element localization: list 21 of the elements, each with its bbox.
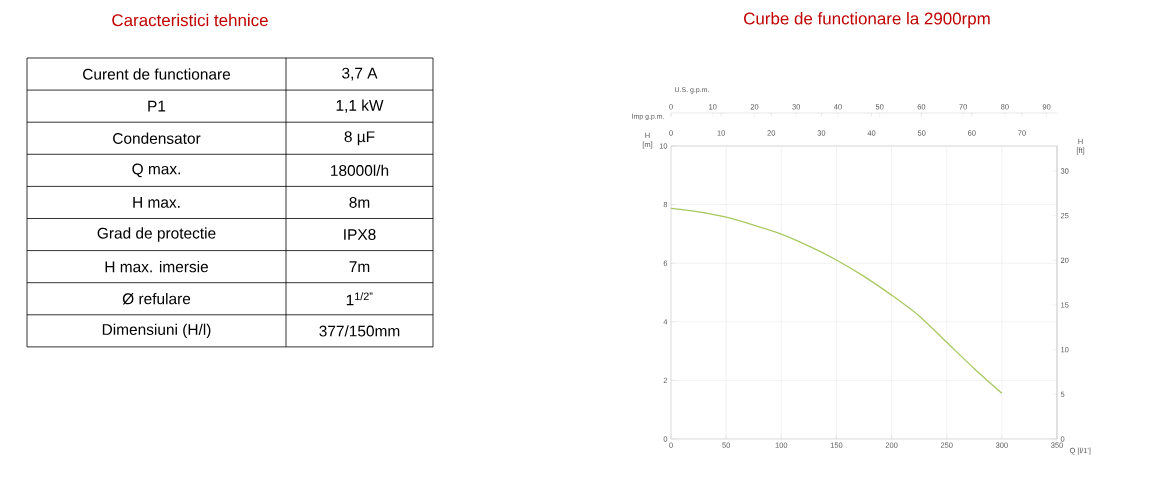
text: IPX8 — [344, 229, 376, 241]
text: 1$^{1/2”}$ — [346, 292, 373, 306]
text: Curent de functionare — [83, 68, 231, 80]
text: 8 µF — [344, 131, 375, 146]
text: Caracteristici tehnice — [112, 13, 268, 27]
text: Q max. — [132, 163, 180, 178]
text: Grad de protectie — [97, 227, 216, 242]
text: 7m — [349, 261, 370, 272]
text: Dimensiuni (H/l) — [102, 323, 211, 339]
text: 1,1 kW — [336, 99, 384, 113]
text: 3,7 A — [342, 67, 378, 81]
text: 8m — [349, 196, 370, 208]
text: H max. imersie — [105, 260, 209, 273]
text: Condensator — [113, 132, 201, 144]
line-series — [671, 207, 1003, 394]
text: 377/150mm — [319, 325, 400, 337]
text: 18000l/h — [331, 164, 389, 177]
text: P1 — [148, 100, 166, 112]
chart-title: Curbe de functionare la 2900rpm — [744, 12, 990, 28]
text: H max. — [133, 197, 180, 208]
text: Ø refulare — [122, 292, 191, 305]
